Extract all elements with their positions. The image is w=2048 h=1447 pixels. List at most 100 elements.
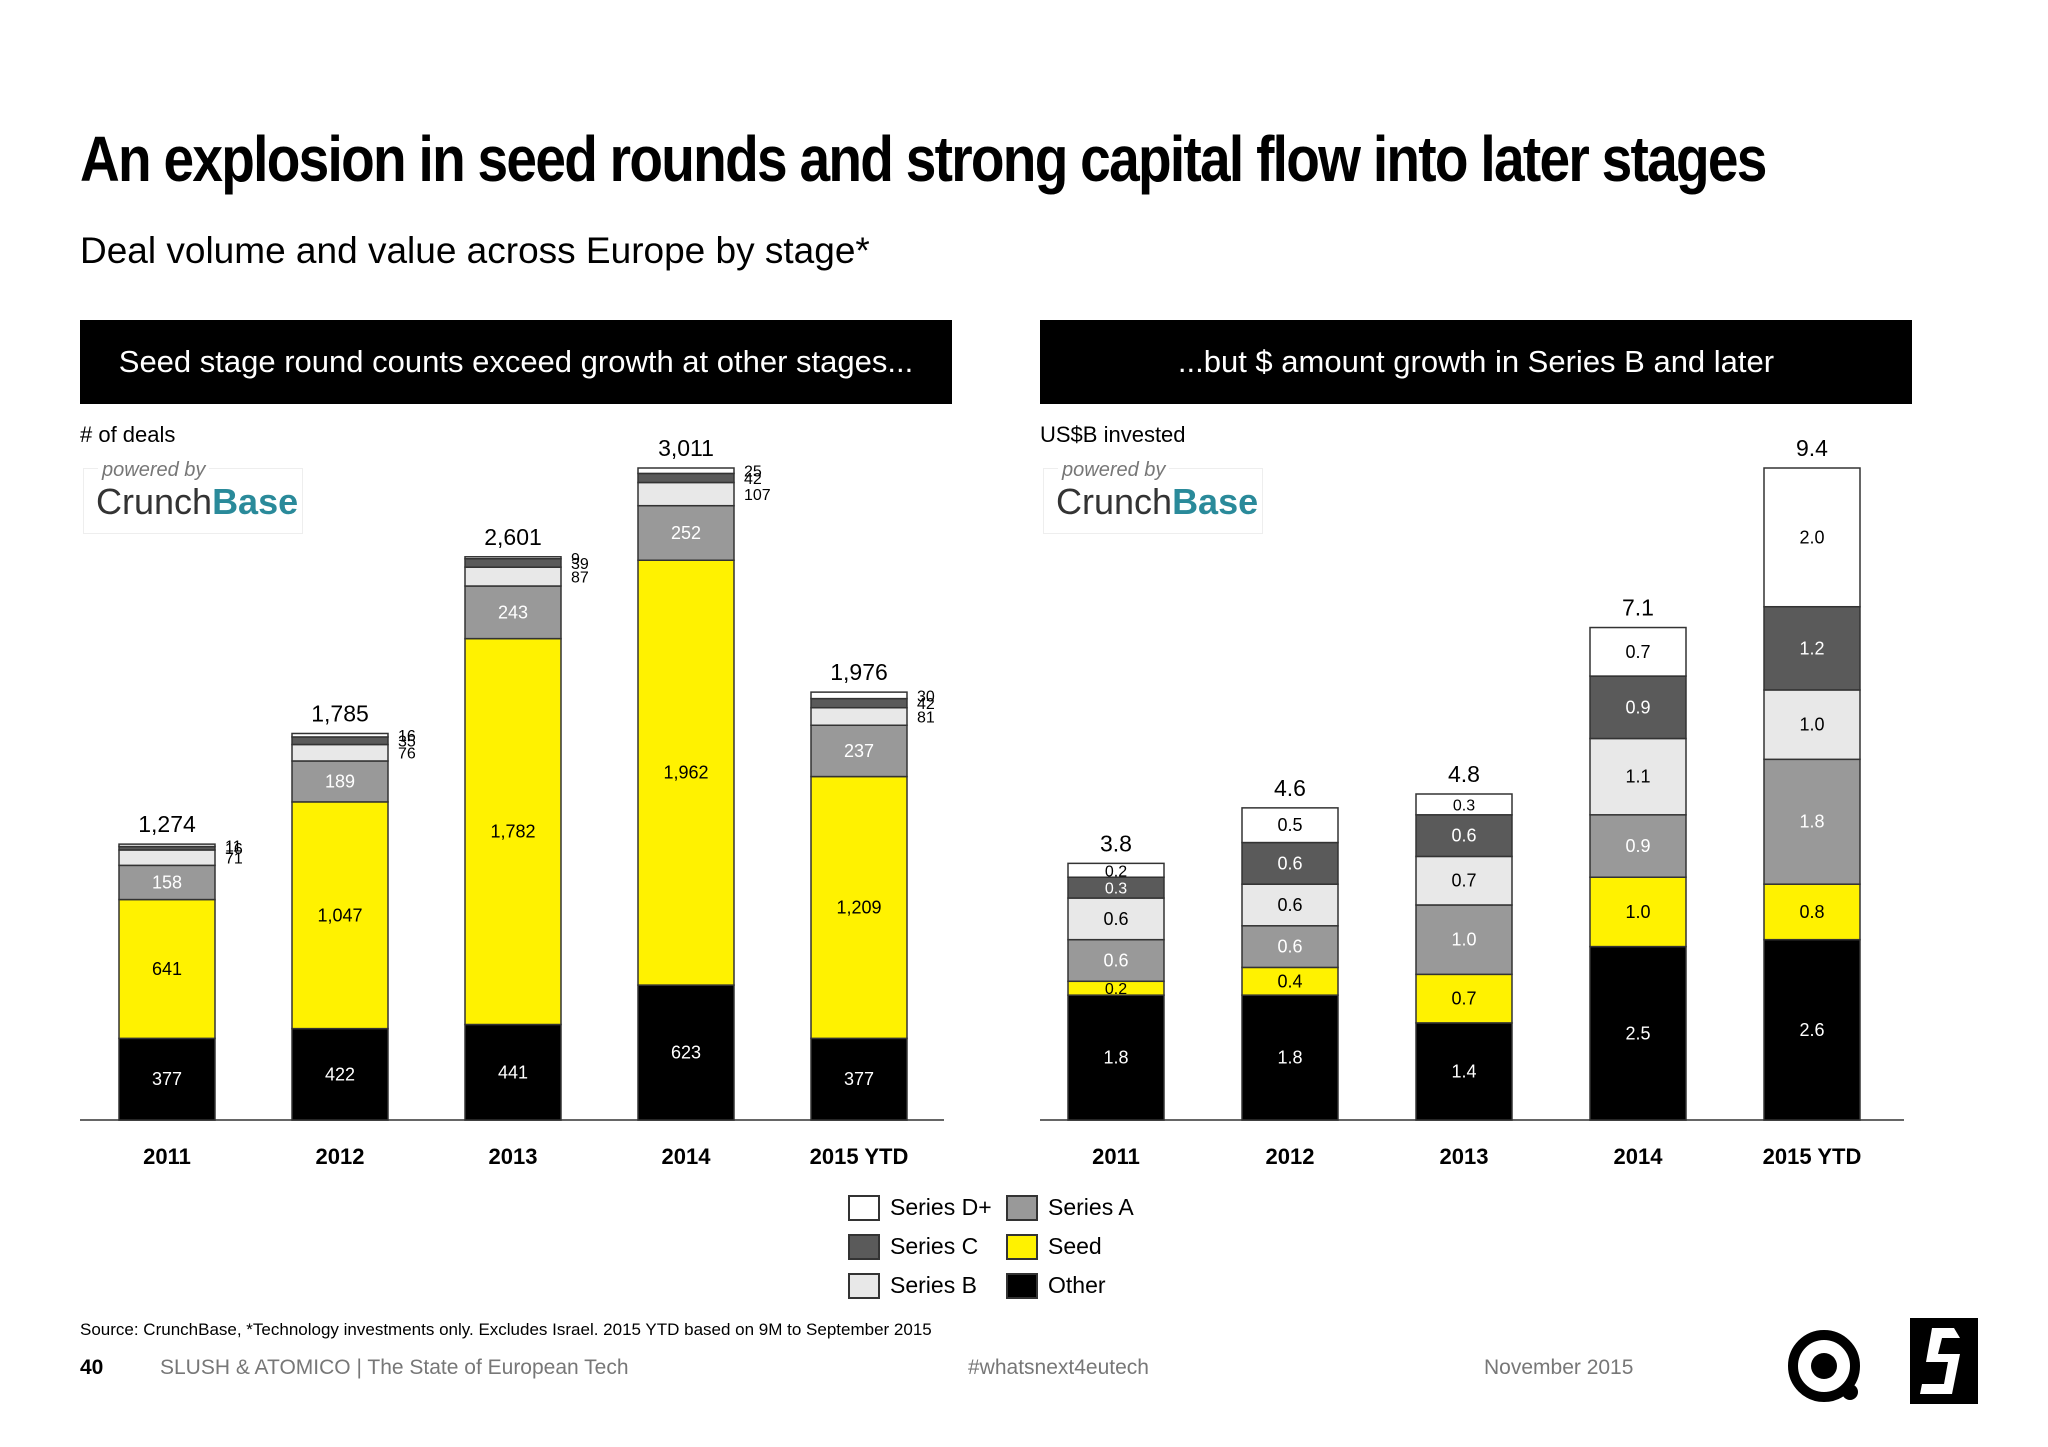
powered-by-label: powered by (98, 459, 210, 482)
data-label: 1,047 (317, 905, 362, 925)
crunchbase-logo-right: powered by CrunchBase (1043, 459, 1263, 534)
legend-swatch (1006, 1194, 1038, 1221)
legend: Series D+ Series C Series B Series A Seed Oth… (848, 1194, 1168, 1314)
x-tick-label: 2012 (1266, 1144, 1315, 1169)
total-label: 1,785 (311, 700, 369, 726)
data-label: 1.8 (1277, 1048, 1302, 1068)
page-title: An explosion in seed rounds and strong c… (80, 123, 1767, 195)
data-label: 0.6 (1277, 853, 1302, 873)
legend-label: Seed (1048, 1233, 1102, 1259)
total-label: 4.6 (1274, 775, 1306, 801)
x-tick-label: 2015 YTD (810, 1144, 909, 1169)
data-label: 377 (152, 1069, 182, 1089)
data-label: 1.8 (1799, 812, 1824, 832)
data-label: 0.8 (1799, 902, 1824, 922)
bar-segment-seed (637, 559, 735, 986)
bar-segment-series-a (1067, 938, 1165, 983)
bar-segment-other (291, 1027, 389, 1121)
bar-segment-series-b (810, 706, 908, 726)
x-tick-label: 2011 (143, 1144, 191, 1169)
data-label: 1,782 (490, 822, 535, 842)
data-label: 0.4 (1277, 971, 1302, 991)
data-label: 0.7 (1451, 871, 1476, 891)
legend-item-series-d: Series D+ (848, 1194, 992, 1221)
data-label: 0.7 (1625, 642, 1650, 662)
total-label: 7.1 (1622, 595, 1654, 621)
bar-segment-series-d (464, 556, 562, 560)
bar-segment-series-b (1241, 883, 1339, 927)
bar-segment-series-b (1067, 897, 1165, 941)
data-label: 0.6 (1277, 937, 1302, 957)
bar-segment-seed (810, 775, 908, 1040)
legend-swatch (1006, 1233, 1038, 1260)
right-y-label: US$B invested (1040, 422, 1186, 447)
data-label: 11 (225, 838, 242, 855)
bar-segment-series-a (1763, 758, 1861, 885)
total-label: 9.4 (1796, 435, 1828, 461)
bar-segment-series-a (1241, 925, 1339, 969)
data-label: 0.6 (1277, 895, 1302, 915)
data-label: 1.4 (1451, 1061, 1476, 1081)
data-label: 0.2 (1105, 981, 1127, 998)
legend-item-other: Other (1006, 1272, 1106, 1299)
bar-segment-other (464, 1023, 562, 1121)
footer-hashtag: #whatsnext4eutech (968, 1356, 1149, 1379)
crunchbase-wordmark: CrunchBase (1056, 481, 1259, 522)
footer-org: SLUSH & ATOMICO | The State of European … (160, 1356, 629, 1379)
bar-segment-series-b (291, 743, 389, 762)
bar-segment-series-d (291, 732, 389, 738)
data-label: 237 (844, 741, 874, 761)
legend-item-series-c: Series C (848, 1233, 978, 1260)
data-label: 0.6 (1103, 950, 1128, 970)
data-label: 107 (744, 487, 771, 504)
legend-swatch (848, 1194, 880, 1221)
legend-label: Other (1048, 1272, 1106, 1298)
bar-segment-series-c (810, 697, 908, 709)
data-label: 9 (571, 551, 580, 568)
bar-segment-series-a (1415, 904, 1513, 976)
deals-count-chart: 3776411587116111,27420114221,04718976351… (80, 435, 944, 1169)
legend-swatch (1006, 1272, 1038, 1299)
x-tick-label: 2011 (1092, 1144, 1140, 1169)
bar-segment-series-a (464, 585, 562, 640)
data-label: 71 (225, 851, 243, 868)
data-label: 1.8 (1103, 1048, 1128, 1068)
bar-segment-other (1415, 1022, 1513, 1121)
left-y-label: # of deals (80, 422, 176, 447)
bar-segment-series-d (1067, 862, 1165, 878)
x-tick-label: 2012 (316, 1144, 365, 1169)
bar-segment-other (810, 1037, 908, 1121)
bar-segment-series-d (810, 691, 908, 700)
data-label: 641 (152, 959, 182, 979)
bar-segment-other (637, 984, 735, 1121)
bar-segment-series-a (810, 724, 908, 778)
bar-segment-series-c (291, 736, 389, 746)
bar-segment-seed (1763, 883, 1861, 941)
legend-item-series-b: Series B (848, 1272, 977, 1299)
data-label: 189 (325, 771, 355, 791)
data-label: 2.0 (1799, 527, 1824, 547)
data-label: 0.3 (1453, 797, 1475, 814)
total-label: 1,274 (138, 811, 196, 837)
data-label: 39 (571, 556, 589, 573)
data-label: 441 (498, 1062, 528, 1082)
data-label: 25 (744, 464, 762, 481)
bar-segment-series-c (1241, 841, 1339, 885)
bar-segment-other (1067, 994, 1165, 1121)
legend-label: Series B (890, 1272, 977, 1298)
slush-logo (1910, 1318, 1978, 1404)
total-label: 3,011 (658, 435, 714, 461)
bar-segment-series-a (637, 504, 735, 561)
data-label: 76 (398, 746, 416, 763)
page-subtitle: Deal volume and value across Europe by s… (80, 230, 870, 271)
atomico-logo (1788, 1330, 1860, 1402)
bar-segment-series-d (1241, 807, 1339, 844)
total-label: 3.8 (1100, 830, 1132, 856)
bar-segment-series-d (637, 467, 735, 475)
legend-label: Series D+ (890, 1194, 992, 1220)
invested-amount-chart: 1.80.20.60.60.30.23.820111.80.40.60.60.6… (1040, 435, 1904, 1169)
data-label: 0.2 (1105, 863, 1127, 880)
data-label: 42 (744, 471, 762, 488)
data-label: 42 (917, 696, 935, 713)
data-label: 0.9 (1625, 836, 1650, 856)
